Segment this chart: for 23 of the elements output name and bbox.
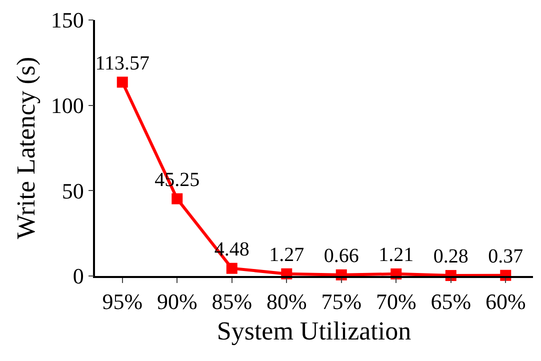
x-tick-label: 95% xyxy=(102,289,143,314)
x-tick-label: 90% xyxy=(156,289,198,314)
data-label: 113.57 xyxy=(95,52,150,74)
point xyxy=(172,193,183,204)
x-tick-label: 70% xyxy=(376,289,416,314)
x-tick-label: 65% xyxy=(430,289,472,314)
x-axis-title: System Utilization xyxy=(216,316,412,346)
data-label: 0.28 xyxy=(433,246,468,268)
y-axis-title: Write Latency (s) xyxy=(12,56,41,240)
data-label: 1.27 xyxy=(269,244,304,266)
data-label: 0.66 xyxy=(324,244,359,267)
point xyxy=(226,262,238,274)
x-tick-label: 80% xyxy=(266,289,307,314)
y-tick-label: 50 xyxy=(62,178,84,204)
x-tick-label: 85% xyxy=(212,289,252,314)
x-tick-label: 75% xyxy=(321,289,362,314)
y-tick-label: 150 xyxy=(50,8,84,33)
x-tick-label: 60% xyxy=(485,289,526,314)
y-tick-label: 100 xyxy=(50,93,84,118)
point xyxy=(116,76,128,88)
data-label: 0.37 xyxy=(488,245,524,268)
data-label: 1.21 xyxy=(378,244,414,266)
y-tick-label: 0 xyxy=(72,264,84,289)
